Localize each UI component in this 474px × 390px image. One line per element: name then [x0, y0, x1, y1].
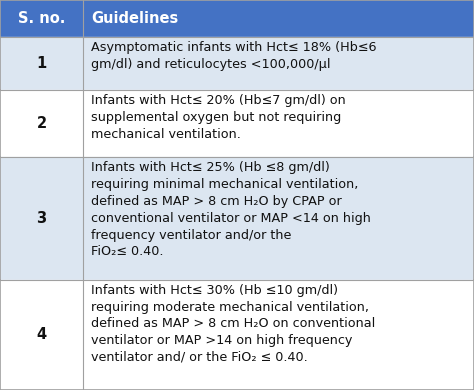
Bar [0, 280, 474, 390]
Text: Infants with Hct≤ 25% (Hb ≤8 gm/dl)
requiring minimal mechanical ventilation,
de: Infants with Hct≤ 25% (Hb ≤8 gm/dl) requ… [91, 161, 370, 258]
Text: Guidelines: Guidelines [91, 11, 179, 26]
Text: Infants with Hct≤ 20% (Hb≤7 gm/dl) on
supplemental oxygen but not requiring
mech: Infants with Hct≤ 20% (Hb≤7 gm/dl) on su… [91, 94, 345, 140]
Text: S. no.: S. no. [18, 11, 65, 26]
Text: 2: 2 [36, 116, 46, 131]
Bar [0, 90, 474, 158]
Text: 4: 4 [36, 328, 46, 342]
Text: 3: 3 [36, 211, 46, 226]
Text: 1: 1 [36, 56, 46, 71]
Text: Infants with Hct≤ 30% (Hb ≤10 gm/dl)
requiring moderate mechanical ventilation,
: Infants with Hct≤ 30% (Hb ≤10 gm/dl) req… [91, 284, 375, 364]
Text: Asymptomatic infants with Hct≤ 18% (Hb≤6
gm/dl) and reticulocytes <100,000/μl: Asymptomatic infants with Hct≤ 18% (Hb≤6… [91, 41, 376, 71]
Bar [0, 0, 474, 37]
Bar [0, 37, 474, 90]
Bar [0, 158, 474, 280]
